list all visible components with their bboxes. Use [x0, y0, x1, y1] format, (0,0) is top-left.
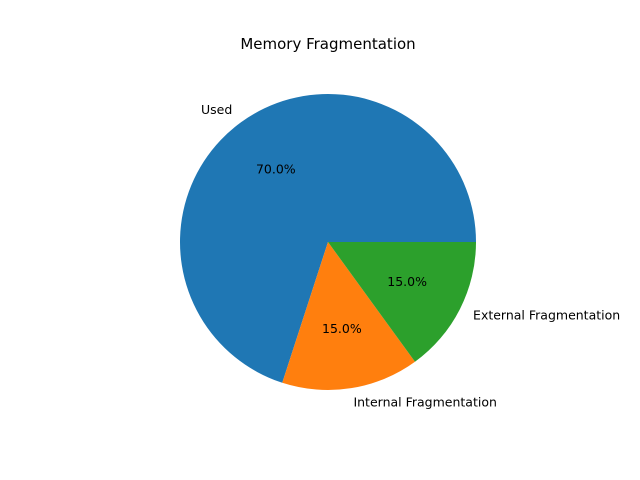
pie-slices	[180, 94, 476, 390]
pie-slice-internal-fragmentation	[282, 242, 415, 390]
slice-label-internal-fragmentation: Internal Fragmentation	[353, 394, 496, 409]
slice-label-used: Used	[201, 102, 232, 117]
pie-slice-used	[180, 94, 476, 383]
pie-slice-external-fragmentation	[328, 242, 476, 362]
slice-percent-used: 70.0%	[256, 162, 296, 177]
chart-title: Memory Fragmentation	[240, 35, 415, 53]
pie-labels: Used 70.0% Internal Fragmentation 15.0% Exte…	[201, 102, 620, 410]
slice-percent-external-fragmentation: 15.0%	[387, 274, 427, 289]
slice-percent-internal-fragmentation: 15.0%	[322, 321, 362, 336]
slice-label-external-fragmentation: External Fragmentation	[473, 307, 620, 322]
